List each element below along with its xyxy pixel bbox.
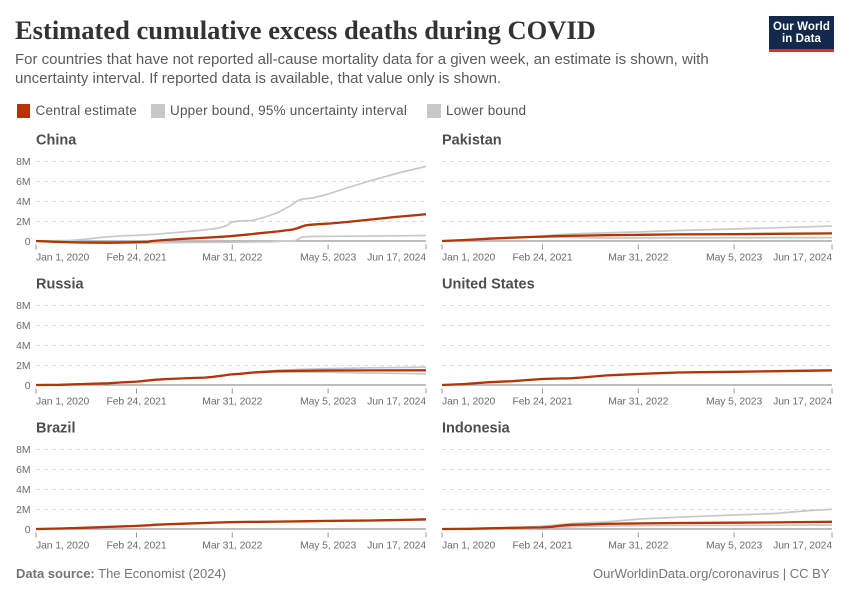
svg-text:8M: 8M — [16, 301, 30, 312]
svg-text:Feb 24, 2021: Feb 24, 2021 — [106, 540, 166, 551]
svg-text:Russia: Russia — [36, 277, 84, 293]
svg-text:May 5, 2023: May 5, 2023 — [300, 252, 356, 263]
svg-text:6M: 6M — [16, 177, 30, 188]
svg-text:Indonesia: Indonesia — [442, 421, 511, 437]
svg-text:Pakistan: Pakistan — [442, 133, 502, 149]
svg-text:Jan 1, 2020: Jan 1, 2020 — [36, 252, 90, 263]
svg-text:4M: 4M — [16, 341, 30, 352]
svg-text:0: 0 — [25, 237, 31, 248]
svg-text:8M: 8M — [16, 157, 30, 168]
svg-text:Jun 17, 2024: Jun 17, 2024 — [773, 252, 832, 263]
svg-text:Mar 31, 2022: Mar 31, 2022 — [202, 252, 262, 263]
svg-text:Feb 24, 2021: Feb 24, 2021 — [512, 396, 572, 407]
svg-text:Jun 17, 2024: Jun 17, 2024 — [367, 396, 426, 407]
svg-text:6M: 6M — [16, 465, 30, 476]
svg-text:May 5, 2023: May 5, 2023 — [706, 540, 762, 551]
svg-text:May 5, 2023: May 5, 2023 — [706, 396, 762, 407]
svg-text:May 5, 2023: May 5, 2023 — [706, 252, 762, 263]
svg-text:Mar 31, 2022: Mar 31, 2022 — [202, 396, 262, 407]
svg-text:2M: 2M — [16, 361, 30, 372]
svg-text:Jan 1, 2020: Jan 1, 2020 — [36, 540, 90, 551]
svg-text:2M: 2M — [16, 217, 30, 228]
svg-text:6M: 6M — [16, 321, 30, 332]
svg-text:0: 0 — [25, 381, 31, 392]
svg-text:2M: 2M — [16, 505, 30, 516]
svg-text:China: China — [36, 133, 77, 149]
svg-text:May 5, 2023: May 5, 2023 — [300, 540, 356, 551]
svg-text:Feb 24, 2021: Feb 24, 2021 — [512, 252, 572, 263]
svg-text:4M: 4M — [16, 485, 30, 496]
svg-text:Jun 17, 2024: Jun 17, 2024 — [367, 540, 426, 551]
svg-text:4M: 4M — [16, 197, 30, 208]
svg-text:Mar 31, 2022: Mar 31, 2022 — [608, 252, 668, 263]
svg-text:Jun 17, 2024: Jun 17, 2024 — [773, 540, 832, 551]
svg-text:Jan 1, 2020: Jan 1, 2020 — [36, 396, 90, 407]
svg-text:Jan 1, 2020: Jan 1, 2020 — [442, 396, 496, 407]
svg-text:0: 0 — [25, 525, 31, 536]
svg-text:8M: 8M — [16, 445, 30, 456]
svg-text:Feb 24, 2021: Feb 24, 2021 — [106, 252, 166, 263]
svg-text:Mar 31, 2022: Mar 31, 2022 — [202, 540, 262, 551]
svg-text:Jun 17, 2024: Jun 17, 2024 — [773, 396, 832, 407]
svg-text:Feb 24, 2021: Feb 24, 2021 — [512, 540, 572, 551]
svg-text:Brazil: Brazil — [36, 421, 76, 437]
svg-text:Mar 31, 2022: Mar 31, 2022 — [608, 396, 668, 407]
svg-text:Feb 24, 2021: Feb 24, 2021 — [106, 396, 166, 407]
svg-text:May 5, 2023: May 5, 2023 — [300, 396, 356, 407]
svg-text:Jun 17, 2024: Jun 17, 2024 — [367, 252, 426, 263]
svg-text:Jan 1, 2020: Jan 1, 2020 — [442, 252, 496, 263]
svg-text:Mar 31, 2022: Mar 31, 2022 — [608, 540, 668, 551]
svg-text:Jan 1, 2020: Jan 1, 2020 — [442, 540, 496, 551]
svg-text:United States: United States — [442, 277, 535, 293]
